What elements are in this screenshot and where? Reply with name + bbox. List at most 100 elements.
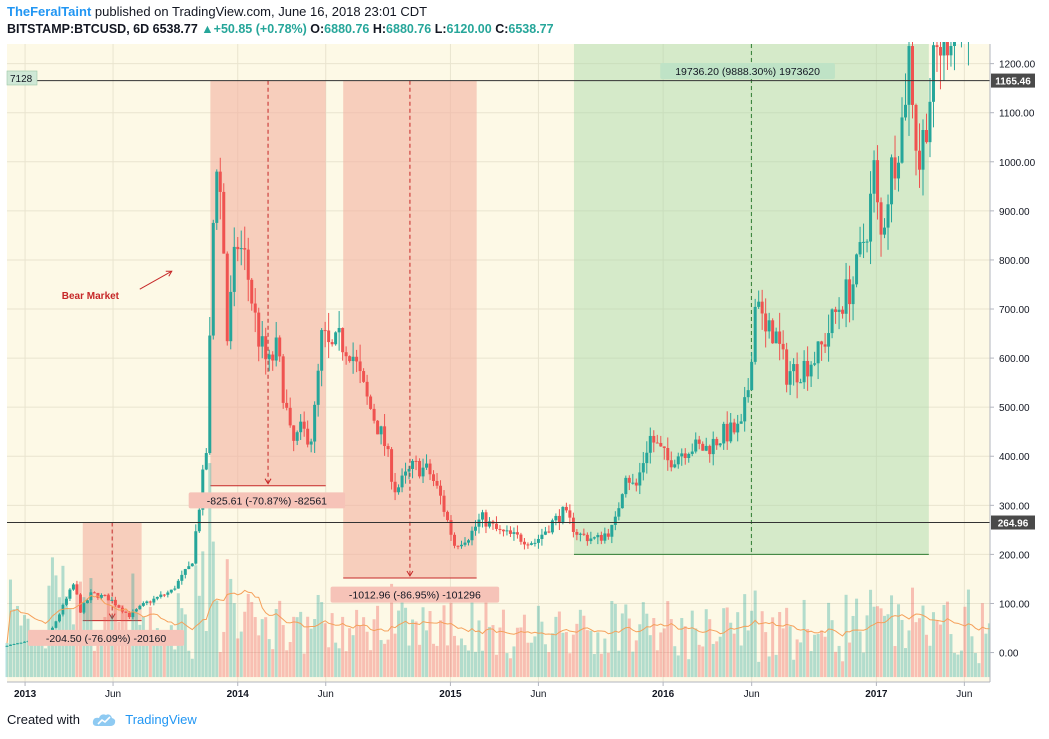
volume-bar — [267, 639, 271, 678]
candle-body — [921, 130, 925, 170]
open-label: O: — [310, 22, 325, 36]
volume-bar — [295, 617, 299, 678]
candle-body — [428, 463, 432, 475]
candle-body — [278, 337, 282, 357]
y-tick-label: 1100.00 — [999, 109, 1035, 120]
volume-bar — [414, 621, 418, 678]
grid-lines — [7, 44, 990, 682]
candle-body — [313, 404, 317, 442]
chart-header: TheFeralTaint published on TradingView.c… — [7, 3, 1047, 38]
volume-bar — [701, 646, 705, 678]
y-axis-ticks: 0.00 100.00 200.00 300.00 400.00 500.00 600.00… — [990, 60, 1036, 660]
candle-body — [201, 469, 205, 510]
candle-body — [439, 485, 443, 496]
candle-body — [771, 320, 775, 344]
candle-body — [561, 506, 565, 523]
volume-bar — [459, 638, 463, 678]
publish-line: TheFeralTaint published on TradingView.c… — [7, 3, 1047, 21]
candle-body — [446, 511, 450, 521]
volume-bar — [292, 616, 296, 678]
candle-body — [383, 426, 387, 447]
volume-bar — [767, 656, 771, 678]
chart-area[interactable]: 0.00 100.00 200.00 300.00 400.00 500.00 600.00… — [0, 0, 1049, 706]
volume-bar — [463, 645, 467, 678]
candle-body — [799, 382, 803, 384]
candle-body — [627, 477, 631, 483]
candle-body — [393, 481, 397, 493]
volume-bar — [348, 628, 352, 678]
volume-bar — [250, 601, 254, 678]
volume-bar — [169, 625, 173, 678]
volume-bar — [631, 651, 635, 678]
candle-body — [64, 598, 68, 605]
candle-body — [190, 563, 194, 567]
volume-bar — [439, 620, 443, 678]
candle-body — [736, 423, 740, 433]
corner-label: 7128 — [10, 74, 33, 85]
price-chart[interactable]: 0.00 100.00 200.00 300.00 400.00 500.00 600.00… — [0, 0, 1049, 706]
corner-label-bg — [6, 70, 38, 86]
volume-bar — [519, 627, 523, 678]
candle-body — [501, 529, 505, 532]
candle-body — [753, 306, 757, 362]
volume-bar — [508, 658, 512, 678]
candle-body — [760, 301, 764, 314]
candle-body — [229, 291, 233, 342]
x-tick-label: Jun — [105, 689, 121, 700]
close-value: 6538.77 — [508, 22, 554, 36]
volume-ma-line — [6, 589, 990, 644]
candle-body — [739, 421, 743, 424]
volume-bar — [313, 619, 317, 678]
candle-body — [204, 453, 208, 470]
volume-bar — [355, 609, 359, 678]
candle-body — [459, 544, 463, 547]
measure-arrow — [406, 570, 414, 577]
candle-body — [764, 313, 768, 332]
volume-bar — [218, 651, 222, 678]
candle-body — [865, 241, 869, 243]
tradingview-link[interactable]: TradingView — [125, 712, 197, 727]
candle-body — [344, 352, 348, 357]
volume-bar — [830, 620, 834, 678]
volume-bar — [372, 619, 376, 678]
volume-bar — [848, 642, 852, 678]
author-link[interactable]: TheFeralTaint — [7, 4, 92, 19]
candle-body — [876, 160, 880, 203]
candle-body — [785, 349, 789, 385]
candle-body — [844, 279, 848, 314]
volume-bar — [26, 618, 30, 678]
candle-body — [606, 533, 610, 537]
candle-body — [127, 612, 131, 618]
candle-body — [938, 47, 942, 56]
candle-body — [585, 534, 589, 542]
volume-bar — [442, 605, 446, 678]
volume-bar — [603, 638, 607, 678]
volume-bar — [404, 607, 408, 678]
candle-body — [952, 21, 956, 46]
y-tick-label: 600.00 — [999, 354, 1030, 365]
candle-body — [173, 588, 177, 590]
candle-body — [218, 171, 222, 192]
volume-bar — [652, 618, 656, 678]
y-tick-label: 1200.00 — [999, 60, 1036, 71]
volume-bar — [162, 637, 166, 678]
candle-body — [264, 336, 268, 360]
volume-bar — [739, 645, 743, 678]
y-tick-label: 900.00 — [999, 207, 1030, 218]
symbol-name[interactable]: BITSTAMP:BTCUSD, 6D — [7, 22, 150, 36]
volume-bar — [924, 634, 928, 678]
candle-body — [662, 446, 666, 449]
x-tick-label: 2013 — [14, 689, 37, 700]
candle-body — [928, 101, 932, 143]
volume-bar — [823, 636, 827, 678]
candle-body — [550, 520, 554, 533]
volume-bar — [236, 638, 240, 678]
candle-body — [75, 584, 79, 595]
candle-body — [543, 531, 547, 535]
bear-annotation-bg — [330, 586, 500, 603]
candle-body — [788, 371, 792, 385]
volume-bar — [491, 625, 495, 678]
volume-bar — [816, 634, 820, 678]
volume-bar — [257, 635, 261, 678]
candle-body — [180, 574, 184, 581]
